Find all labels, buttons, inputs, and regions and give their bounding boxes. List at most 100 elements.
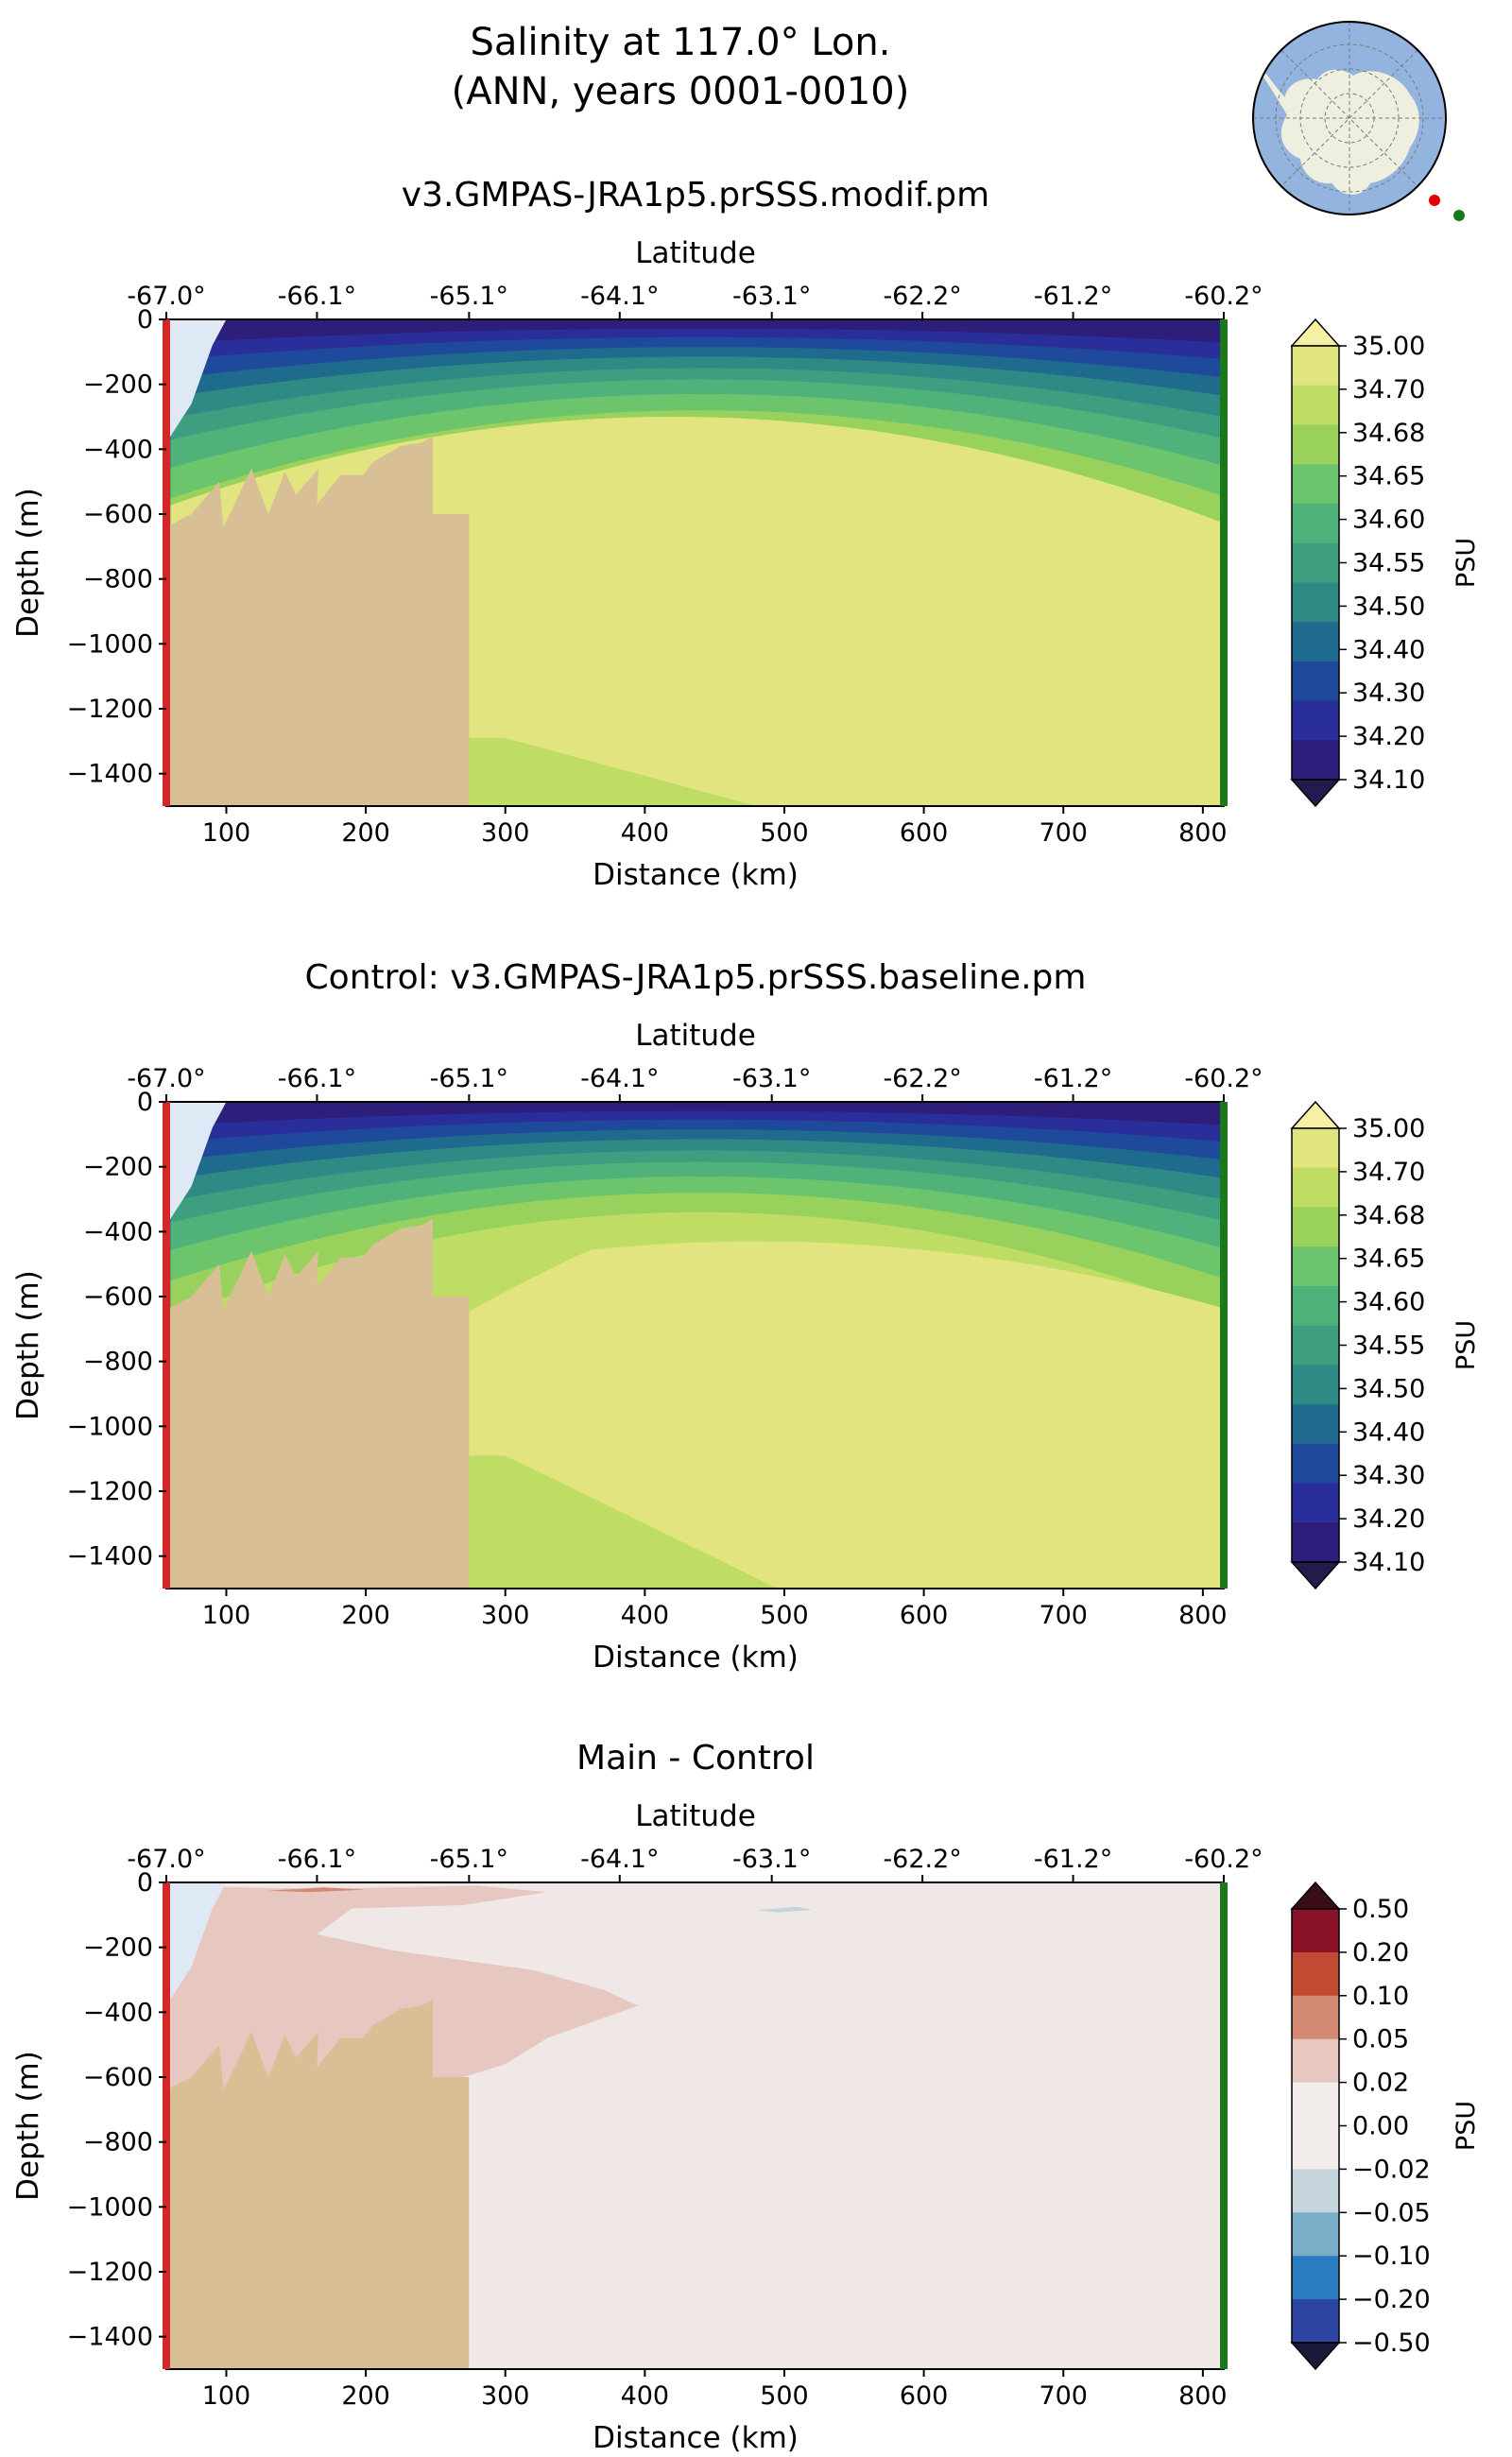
inset-start-point	[1429, 195, 1440, 206]
x-tick-label: 200	[341, 818, 390, 848]
colorbar-segment	[1292, 1995, 1339, 2040]
y-tick-label: −1000	[67, 2192, 153, 2222]
colorbar-segment	[1292, 2299, 1339, 2344]
y-axis-label: Depth (m)	[11, 488, 45, 638]
colorbar-segment	[1292, 1951, 1339, 1997]
x-tick-label: 800	[1178, 1601, 1228, 1630]
colorbar-tick-label: 34.55	[1352, 549, 1425, 578]
x-tick-label: 700	[1039, 2381, 1088, 2411]
panel-difference: Main - Control Latitude -67.0° -66.1° -65.1°…	[11, 1739, 1481, 2455]
x-axis-label: Distance (km)	[593, 858, 799, 892]
colorbar-tick-label: 34.40	[1352, 1418, 1425, 1447]
colorbar-segment	[1292, 1167, 1339, 1208]
y-tick-label: −1000	[67, 629, 153, 659]
y-tick-label: −400	[83, 1998, 153, 2027]
x-tick-label: 100	[202, 2381, 251, 2411]
latitude-axis-label: Latitude	[635, 236, 756, 270]
latitude-tick-label: -61.2°	[1034, 1845, 1112, 1874]
latitude-tick-label: -66.1°	[278, 1064, 356, 1093]
y-tick-label: −200	[83, 1933, 153, 1963]
colorbar-under-triangle	[1290, 1561, 1341, 1590]
y-tick-label: −1400	[67, 760, 153, 789]
x-tick-label: 500	[760, 818, 809, 848]
y-axis-label: Depth (m)	[11, 2051, 45, 2201]
y-tick-label: 0	[137, 1868, 153, 1898]
colorbar-tick-label: 34.68	[1352, 419, 1425, 448]
colorbar-segment	[1292, 346, 1339, 387]
x-tick-label: 800	[1178, 818, 1228, 848]
colorbar-tick-label: 34.40	[1352, 635, 1425, 664]
y-tick-label: 0	[137, 1088, 153, 1117]
y-tick-label: −1400	[67, 2323, 153, 2352]
y-tick-label: −400	[83, 435, 153, 464]
latitude-tick-label: -61.2°	[1034, 1064, 1112, 1093]
colorbar-segment	[1292, 2082, 1339, 2126]
x-tick-label: 200	[341, 2381, 390, 2411]
colorbar-segment	[1292, 1909, 1339, 1953]
x-tick-label: 600	[900, 1601, 949, 1630]
colorbar-segment	[1292, 582, 1339, 623]
ice-shelf-cavity	[166, 319, 227, 443]
colorbar-tick-label: −0.10	[1352, 2242, 1431, 2271]
colorbar-segment	[1292, 1246, 1339, 1287]
colorbar-segment	[1292, 2256, 1339, 2300]
inset-peninsula	[1263, 74, 1293, 115]
panel-title: v3.GMPAS-JRA1p5.prSSS.modif.pm	[402, 176, 989, 215]
latitude-tick-label: -65.1°	[430, 1845, 508, 1874]
colorbar-over-triangle	[1290, 1100, 1341, 1129]
colorbar-tick-label: 0.20	[1352, 1938, 1409, 1967]
x-tick-label: 500	[760, 1601, 809, 1630]
y-tick-label: 0	[137, 305, 153, 335]
colorbar-segment	[1292, 2212, 1339, 2257]
ice-shelf-cavity	[166, 1882, 227, 2006]
colorbar-tick-label: 34.50	[1352, 592, 1425, 621]
y-tick-label: −200	[83, 370, 153, 400]
y-tick-label: −600	[83, 1282, 153, 1312]
x-tick-label: 800	[1178, 2381, 1228, 2411]
colorbar-tick-label: 34.10	[1352, 765, 1425, 795]
colorbar-tick-label: 34.70	[1352, 1158, 1425, 1187]
transect-end-marker	[1220, 319, 1228, 806]
transect-end-marker	[1220, 1882, 1228, 2369]
transect-start-marker	[163, 1102, 170, 1589]
y-tick-label: −400	[83, 1217, 153, 1246]
x-tick-label: 700	[1039, 1601, 1088, 1630]
latitude-tick-label: -67.0°	[127, 1064, 205, 1093]
colorbar-segment	[1292, 1325, 1339, 1366]
ice-shelf-cavity	[166, 1102, 227, 1226]
colorbar-segment	[1292, 700, 1339, 741]
latitude-tick-label: -63.1°	[732, 1845, 811, 1874]
seafloor-land	[166, 436, 470, 806]
latitude-tick-label: -64.1°	[580, 1064, 659, 1093]
colorbar-tick-label: 34.30	[1352, 679, 1425, 708]
latitude-tick-label: -60.2°	[1184, 282, 1263, 311]
panel-title: Control: v3.GMPAS-JRA1p5.prSSS.baseline.…	[305, 958, 1087, 997]
colorbar-segment	[1292, 2169, 1339, 2213]
colorbar-segment	[1292, 542, 1339, 583]
colorbar-tick-label: 34.50	[1352, 1374, 1425, 1403]
transect-start-marker	[163, 1882, 170, 2369]
y-tick-label: −600	[83, 500, 153, 529]
latitude-tick-label: -60.2°	[1184, 1845, 1263, 1874]
latitude-tick-label: -62.2°	[883, 282, 961, 311]
location-inset-map	[1252, 21, 1465, 221]
panel-control-salinity: Control: v3.GMPAS-JRA1p5.prSSS.baseline.…	[11, 958, 1481, 1675]
colorbar-tick-label: 34.20	[1352, 722, 1425, 751]
colorbar-segment	[1292, 622, 1339, 662]
inset-outline	[1252, 21, 1447, 215]
colorbar-under-triangle	[1290, 779, 1341, 808]
colorbar-tick-label: −0.20	[1352, 2285, 1431, 2314]
x-tick-label: 100	[202, 1601, 251, 1630]
colorbar-tick-label: 34.70	[1352, 375, 1425, 404]
y-tick-label: −1200	[67, 2258, 153, 2287]
colorbar-segment	[1292, 2038, 1339, 2084]
y-tick-label: −1400	[67, 1542, 153, 1572]
x-tick-label: 400	[621, 1601, 670, 1630]
colorbar-segment	[1292, 661, 1339, 702]
figure-title-line2: (ANN, years 0001-0010)	[452, 70, 910, 113]
x-tick-label: 600	[900, 818, 949, 848]
colorbar-tick-label: 34.20	[1352, 1504, 1425, 1534]
x-tick-label: 300	[481, 1601, 530, 1630]
colorbar-tick-label: 34.65	[1352, 1245, 1425, 1274]
latitude-tick-label: -62.2°	[883, 1064, 961, 1093]
